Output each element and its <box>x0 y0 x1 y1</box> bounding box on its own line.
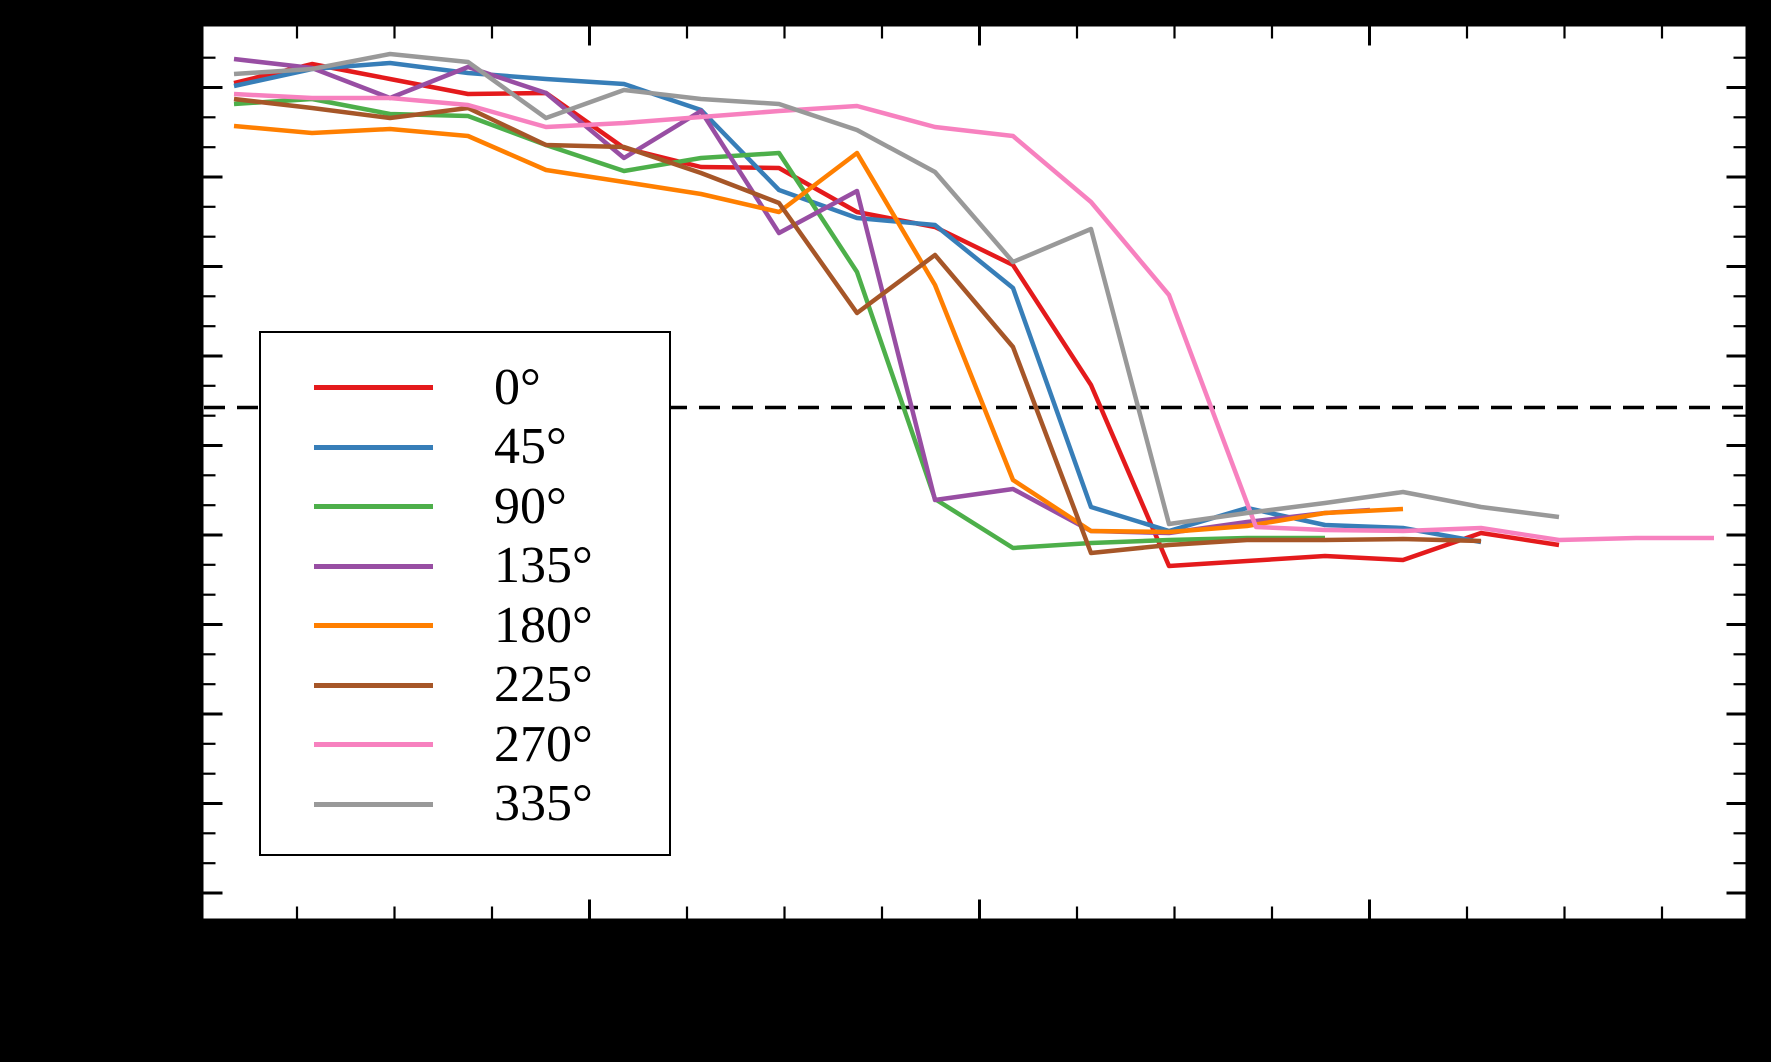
legend: 0° 45° 90° 135° 180° 225° 270° 335° <box>259 331 671 856</box>
legend-entry-45°: 45° <box>261 418 669 478</box>
legend-line-swatch-icon <box>314 682 433 688</box>
legend-entry-135°: 135° <box>261 537 669 597</box>
legend-entry-180°: 180° <box>261 596 669 656</box>
legend-entry-335°: 335° <box>261 775 669 835</box>
legend-entry-90°: 90° <box>261 477 669 537</box>
legend-line-swatch-icon <box>314 444 433 450</box>
legend-line-swatch-icon <box>314 742 433 748</box>
axes-spines <box>200 23 1749 922</box>
series-line-180° <box>233 123 1404 535</box>
legend-entry-0°: 0° <box>261 358 669 418</box>
series-line-45° <box>233 60 1482 545</box>
legend-entry-270°: 270° <box>261 715 669 775</box>
legend-label: 45° <box>494 418 567 476</box>
series-line-225° <box>233 96 1482 556</box>
legend-line-swatch-icon <box>314 504 433 510</box>
legend-label: 270° <box>494 715 593 773</box>
legend-label: 90° <box>494 477 567 535</box>
legend-line-swatch-icon <box>314 623 433 629</box>
legend-label: 0° <box>494 358 541 416</box>
legend-line-swatch-icon <box>314 563 433 569</box>
data-series-lines <box>233 51 1714 569</box>
legend-label: 180° <box>494 596 593 654</box>
legend-line-swatch-icon <box>314 801 433 807</box>
legend-label: 225° <box>494 656 593 714</box>
axis-ticks <box>203 26 1746 919</box>
legend-label: 135° <box>494 537 593 595</box>
series-line-335° <box>233 51 1560 527</box>
legend-label: 335° <box>494 775 593 833</box>
legend-entry-225°: 225° <box>261 656 669 716</box>
legend-line-swatch-icon <box>314 385 433 391</box>
series-line-270° <box>233 91 1714 543</box>
